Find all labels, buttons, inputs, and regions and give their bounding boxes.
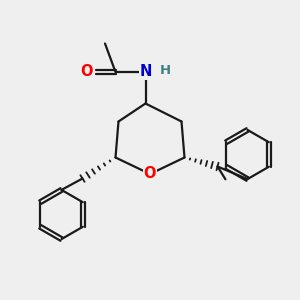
Text: H: H bbox=[160, 64, 171, 77]
Text: O: O bbox=[144, 167, 156, 182]
Text: O: O bbox=[80, 64, 92, 80]
Text: N: N bbox=[139, 64, 152, 80]
